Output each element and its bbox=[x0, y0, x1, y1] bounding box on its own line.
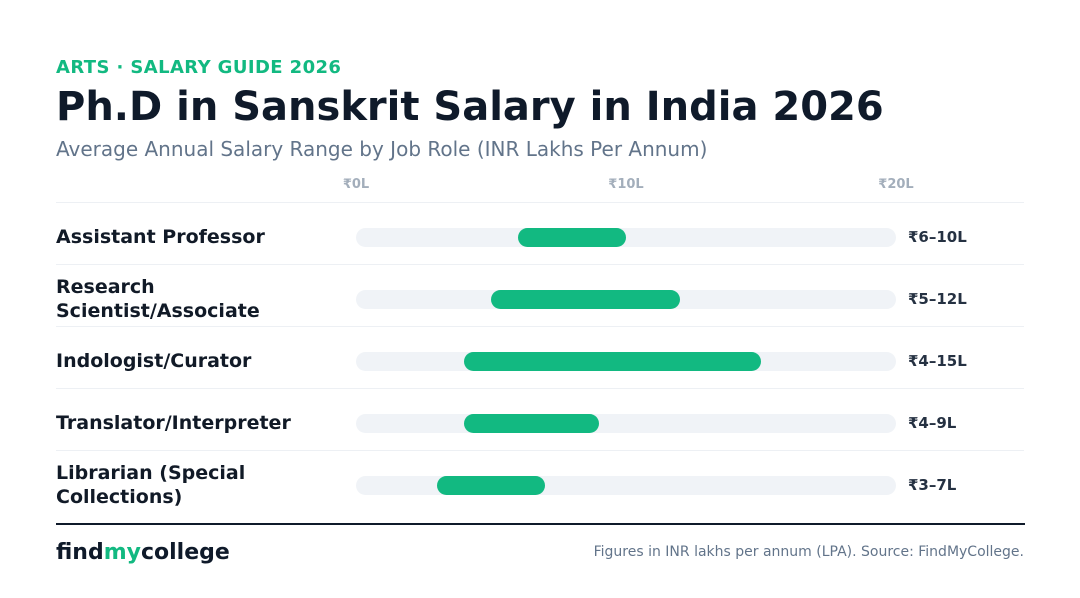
salary-range-bar[interactable] bbox=[518, 227, 626, 247]
range-track bbox=[356, 413, 896, 433]
row-label: Indologist/Curator bbox=[56, 350, 252, 372]
row-label: Translator/Interpreter bbox=[56, 412, 291, 434]
logo-text-find: find bbox=[56, 540, 104, 565]
source-note: Figures in INR lakhs per annum (LPA). So… bbox=[593, 544, 1024, 560]
salary-range-bar[interactable] bbox=[464, 413, 599, 433]
x-tick-label: ₹20L bbox=[878, 177, 914, 192]
footer-divider bbox=[56, 523, 1025, 525]
row-divider bbox=[56, 264, 1024, 265]
row-divider bbox=[56, 326, 1024, 327]
x-tick-label: ₹0L bbox=[342, 177, 370, 192]
range-value-label: ₹3–7L bbox=[908, 476, 957, 494]
findmycollege-logo[interactable]: findmycollege bbox=[56, 540, 230, 565]
salary-range-bar[interactable] bbox=[437, 475, 545, 495]
row-label: Assistant Professor bbox=[56, 226, 265, 248]
chart-subtitle: Average Annual Salary Range by Job Role … bbox=[56, 137, 708, 161]
x-tick-label: ₹10L bbox=[608, 177, 644, 192]
row-label: Research Scientist/Associate bbox=[56, 276, 260, 322]
logo-text-college: college bbox=[140, 540, 230, 565]
chart-title: Ph.D in Sanskrit Salary in India 2026 bbox=[56, 84, 884, 130]
row-divider bbox=[56, 450, 1024, 451]
salary-range-bar[interactable] bbox=[491, 289, 680, 309]
range-value-label: ₹4–9L bbox=[908, 414, 957, 432]
range-value-label: ₹4–15L bbox=[908, 352, 967, 370]
header-divider bbox=[56, 202, 1024, 203]
row-label: Librarian (Special Collections) bbox=[56, 462, 246, 508]
range-value-label: ₹6–10L bbox=[908, 228, 967, 246]
row-divider bbox=[56, 388, 1024, 389]
range-value-label: ₹5–12L bbox=[908, 290, 967, 308]
logo-text-my: my bbox=[103, 540, 141, 565]
salary-range-bar[interactable] bbox=[464, 351, 761, 371]
chart-kicker: ARTS · SALARY GUIDE 2026 bbox=[56, 57, 342, 78]
range-track bbox=[356, 227, 896, 247]
